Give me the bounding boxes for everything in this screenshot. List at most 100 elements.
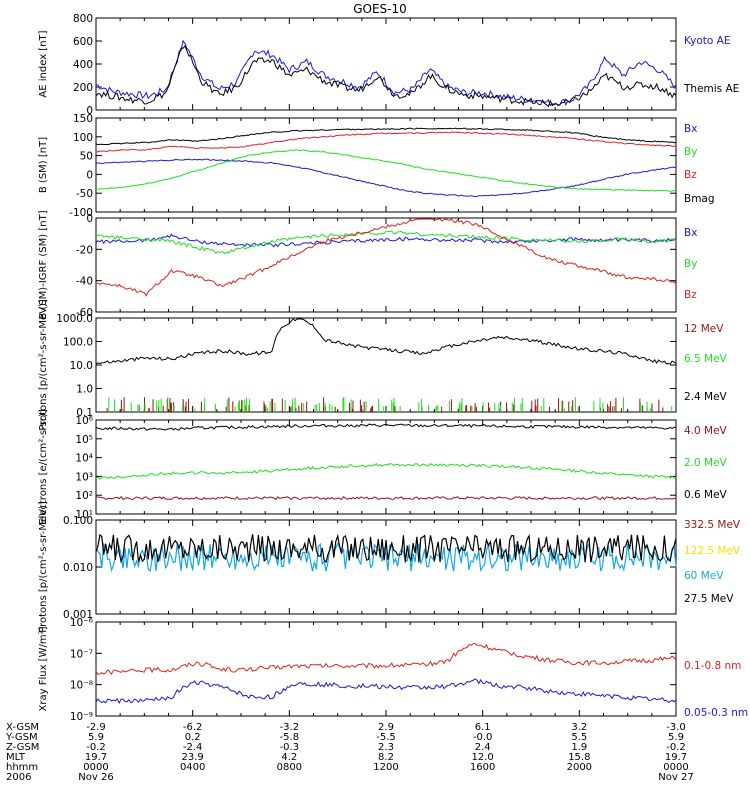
- y-tick-label: 0.010: [63, 562, 93, 574]
- x-tick-label: 2000: [567, 762, 592, 773]
- y-tick-label: 10.0: [70, 360, 93, 372]
- x-tick-label: Nov 26: [78, 772, 113, 783]
- x-tick-label: -0.2: [86, 742, 106, 753]
- panel-1: 800 600 400 200 0 AE index [nT] Kyoto AE Themis…: [38, 13, 739, 117]
- y-axis-label: B (SM) [nT]: [38, 137, 49, 193]
- x-tick-label: 5.5: [571, 732, 587, 743]
- panel-frame: [95, 519, 677, 615]
- series-line-3: [95, 131, 677, 153]
- x-tick-label: 3.2: [571, 722, 587, 733]
- y-tick-label: 0: [86, 105, 93, 117]
- x-tick-label: 1600: [470, 762, 495, 773]
- series-line-2: [95, 230, 677, 255]
- legend-label: Bz: [684, 289, 697, 301]
- legend-label: 2.4 MeV: [684, 391, 728, 403]
- y-tick-label: -20: [76, 244, 93, 256]
- y-axis-label: Protons [p/(cm²-s-sr-MeV)]: [38, 299, 49, 431]
- y-tick-label: 10⁻⁸: [70, 680, 93, 692]
- x-tick-label: 0.2: [185, 732, 201, 743]
- legend-label: By: [684, 146, 697, 158]
- y-tick-label: -60: [76, 307, 93, 319]
- panel-frame: [95, 217, 677, 313]
- series-line-3: [95, 423, 677, 431]
- panel-5: 10⁶ 10⁵ 10⁴ 10³ 10² 10¹ Electrons [e/(cm²-s-sr…: [38, 409, 728, 525]
- x-row-label: hhmm: [6, 762, 38, 773]
- y-tick-label: 50: [80, 151, 93, 163]
- legend-label: 122.5 MeV: [684, 545, 741, 557]
- legend-label: Themis AE: [683, 83, 739, 95]
- series-line-1: [95, 233, 677, 248]
- y-tick-label: -100: [69, 207, 93, 219]
- y-axis-label: Xray Flux [W/m²]: [38, 626, 49, 711]
- legend-label: 332.5 MeV: [684, 519, 741, 531]
- y-tick-label: 100.0: [63, 337, 93, 349]
- y-tick-label: 1.0: [76, 384, 93, 396]
- x-tick-label: -2.9: [86, 722, 106, 733]
- y-axis-label: Protons [p/(cm²-s-sr-MeV)]: [38, 501, 49, 633]
- series-line-1: [95, 495, 677, 501]
- y-tick-label: 10⁵: [75, 434, 93, 446]
- x-tick-label: -5.5: [376, 732, 396, 743]
- legend-label: 2.0 MeV: [684, 457, 728, 469]
- x-tick-label: 19.7: [665, 752, 687, 763]
- x-tick-label: 6.1: [475, 722, 491, 733]
- y-tick-label: 10⁴: [75, 453, 93, 465]
- x-row-label: MLT: [6, 752, 26, 763]
- x-tick-label: -6.2: [183, 722, 203, 733]
- legend-label: 0.1-0.8 nm: [684, 660, 741, 672]
- series-line-3: [95, 318, 677, 365]
- series-line-2: [95, 462, 677, 480]
- y-tick-label: 100: [73, 132, 93, 144]
- x-tick-label: 5.9: [668, 732, 684, 743]
- x-tick-label: 0000: [663, 762, 688, 773]
- x-tick-label: 19.7: [85, 752, 107, 763]
- legend-label: 0.6 MeV: [684, 489, 728, 501]
- y-tick-label: 10⁻⁶: [70, 617, 93, 629]
- series-line-4: [95, 127, 677, 146]
- legend-label: 4.0 MeV: [684, 425, 728, 437]
- series-line-2: [95, 149, 677, 192]
- series-line-2: [95, 678, 677, 705]
- y-tick-label: 0.100: [63, 515, 93, 527]
- y-tick-label: 0: [86, 213, 93, 225]
- x-tick-label: -5.8: [280, 732, 300, 743]
- panel-frame: [95, 621, 677, 717]
- x-tick-label: 0000: [83, 762, 108, 773]
- y-axis-label: B (SM)-IGRF (SM) [nT]: [38, 210, 49, 319]
- x-row-label: 2006: [6, 772, 31, 783]
- x-row-label: X-GSM: [6, 722, 39, 733]
- x-tick-label: 2.4: [475, 742, 491, 753]
- x-tick-label: 0800: [277, 762, 302, 773]
- legend-label: Bx: [684, 227, 697, 239]
- legend-label: 0.05-0.3 nm: [684, 707, 748, 719]
- x-row-label: Z-GSM: [6, 742, 39, 753]
- series-line-1: [95, 39, 677, 107]
- x-tick-label: 1200: [373, 762, 398, 773]
- x-tick-label: -3.0: [666, 722, 686, 733]
- x-tick-label: -2.4: [183, 742, 203, 753]
- y-tick-label: 10⁻⁷: [70, 648, 93, 660]
- y-tick-label: 400: [73, 59, 93, 71]
- x-tick-label: 23.9: [182, 752, 204, 763]
- x-tick-label: -0.3: [280, 742, 300, 753]
- x-tick-label: 8.2: [378, 752, 394, 763]
- x-tick-label: -3.2: [280, 722, 300, 733]
- legend-label: Bz: [684, 169, 697, 181]
- x-tick-label: 4.2: [281, 752, 297, 763]
- x-tick-label: 5.9: [88, 732, 104, 743]
- panel-3: 0 -20 -40 -60 B (SM)-IGRF (SM) [nT] Bx By Bz: [38, 210, 697, 319]
- legend-label: 12 MeV: [684, 323, 724, 335]
- panel-frame: [95, 317, 677, 413]
- x-row-label: Y-GSM: [5, 732, 38, 743]
- series-line-1: [95, 642, 677, 676]
- y-tick-label: 0: [86, 169, 93, 181]
- y-tick-label: 600: [73, 36, 93, 48]
- panel-7: 10⁻⁶ 10⁻⁷ 10⁻⁸ 10⁻⁹ Xray Flux [W/m²] 0.1-0.8 …: [38, 617, 748, 723]
- y-tick-label: 200: [73, 82, 93, 94]
- series-line-1: [95, 158, 677, 198]
- x-tick-label: 1.9: [571, 742, 587, 753]
- y-tick-label: 0.001: [63, 609, 93, 621]
- y-tick-label: 800: [73, 13, 93, 25]
